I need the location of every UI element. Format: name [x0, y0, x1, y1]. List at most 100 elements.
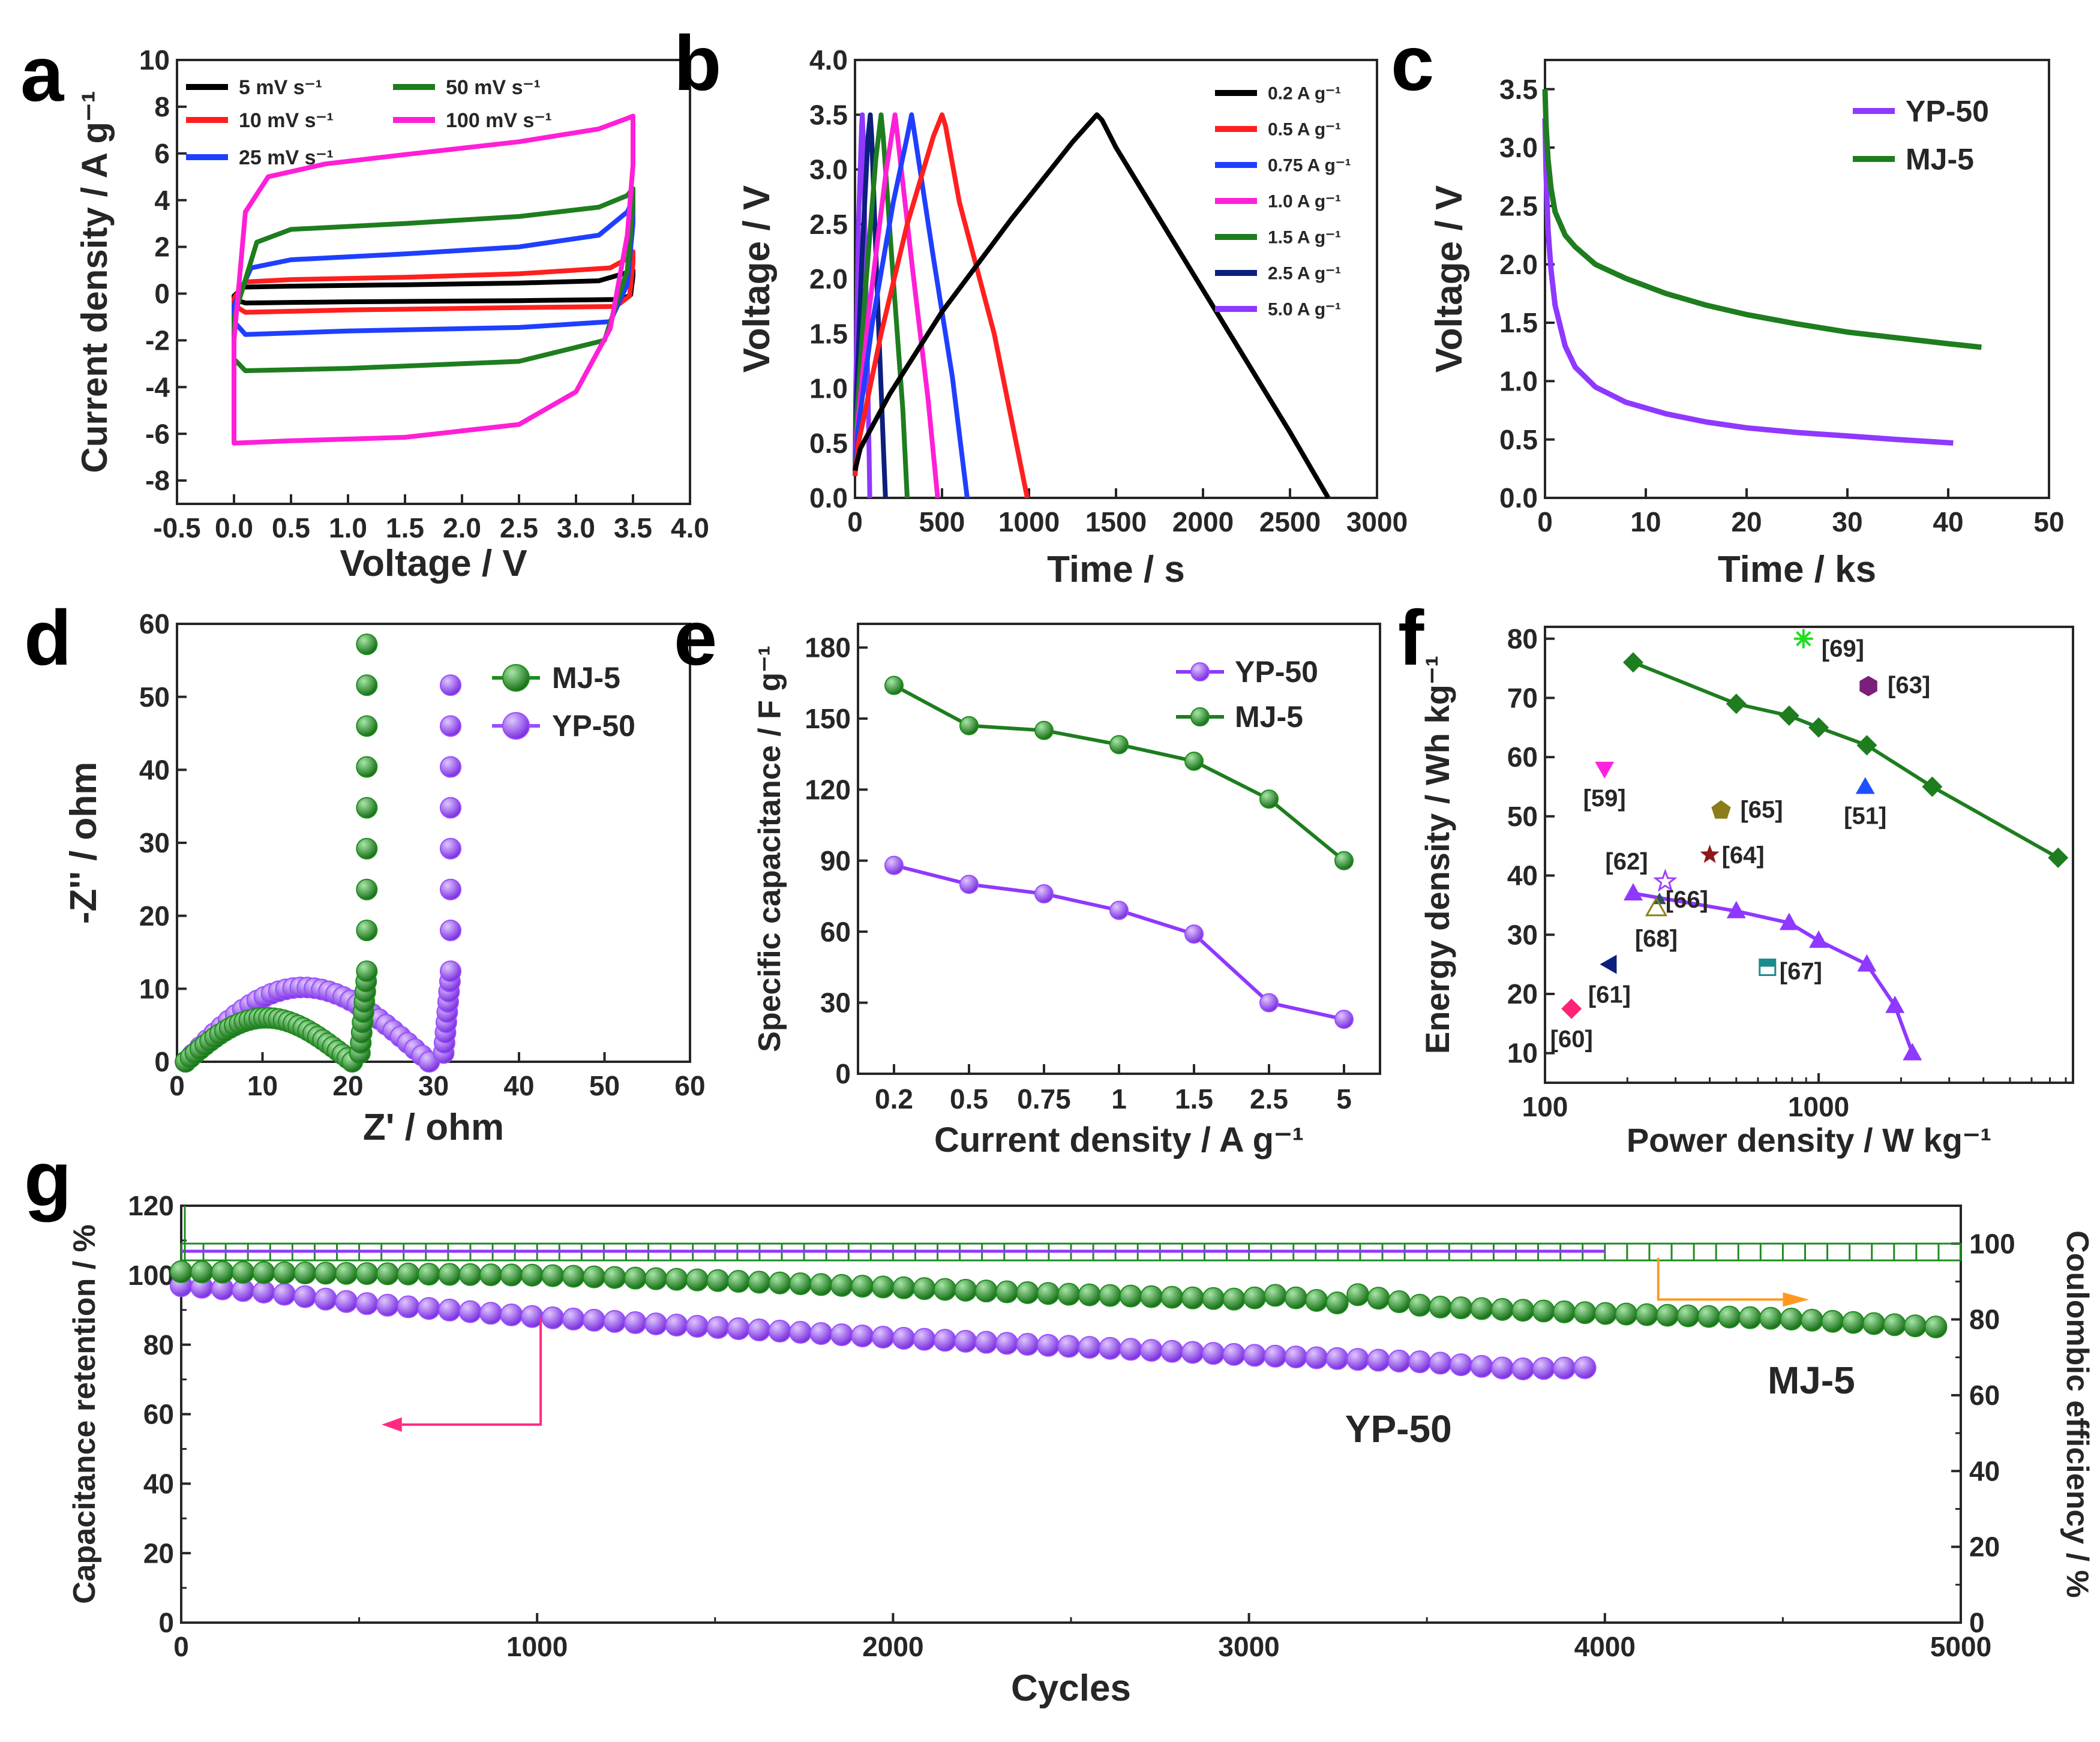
- panel-e-xtick-label: 1: [1111, 1083, 1127, 1115]
- panel-a-xtick-label: 0.5: [272, 512, 310, 543]
- panel-g-arrow-left-head: [382, 1417, 402, 1432]
- panel-b-ytick-label: 2.0: [809, 263, 848, 295]
- panel-g-point: [1305, 1289, 1328, 1312]
- panel-d-point: [440, 715, 461, 737]
- panel-g-point: [603, 1266, 626, 1289]
- panel-f-ref-label: [61]: [1588, 982, 1631, 1008]
- panel-f-xtick-label: 1000: [1788, 1091, 1849, 1122]
- panel-g-point: [1284, 1286, 1307, 1309]
- panel-e-point: [1184, 924, 1204, 944]
- panel-g-point: [1160, 1286, 1184, 1309]
- panel-g-point: [1325, 1292, 1349, 1315]
- panel-g-point: [232, 1261, 255, 1284]
- panel-f-ytick-label: 60: [1507, 741, 1538, 773]
- panel-g-point: [892, 1326, 916, 1350]
- panel-g-point: [1532, 1357, 1555, 1380]
- panel-g-point: [954, 1278, 977, 1302]
- panel-g-point: [583, 1308, 606, 1332]
- panel-g-point: [830, 1323, 853, 1347]
- panel-g-point: [1140, 1339, 1163, 1362]
- panel-f-ytick-label: 30: [1507, 919, 1538, 950]
- panel-g-point: [623, 1311, 647, 1334]
- panel-g-point: [1862, 1312, 1886, 1335]
- panel-b-xtick-label: 3000: [1346, 506, 1408, 537]
- panel-e-point: [959, 875, 979, 894]
- panel-e-xtick-label: 1.5: [1175, 1083, 1213, 1115]
- panel-d-xtick-label: 0: [169, 1070, 185, 1101]
- panel-g-point: [644, 1312, 668, 1335]
- panel-b-ytick-label: 2.5: [809, 209, 848, 240]
- panel-g-point: [170, 1260, 193, 1284]
- panel-g-point: [479, 1302, 503, 1325]
- panel-b-ytick-label: 1.0: [809, 373, 848, 404]
- panel-g-y2tick-label: 60: [1969, 1380, 2000, 1411]
- panel-e-point: [1259, 993, 1279, 1013]
- panel-g-point: [562, 1265, 585, 1288]
- panel-e-point: [884, 675, 904, 695]
- panel-g-point: [1429, 1295, 1452, 1318]
- panel-c-xtick-label: 0: [1537, 506, 1553, 537]
- panel-g-point: [1099, 1284, 1122, 1307]
- panel-d-point: [440, 797, 461, 819]
- panel-d-xtick-label: 40: [503, 1070, 534, 1101]
- panel-e-legend-marker: [1190, 707, 1210, 726]
- panel-g-point: [273, 1261, 296, 1284]
- panel-g-point: [809, 1273, 833, 1296]
- panel-e-xlabel: Current density / A g⁻¹: [934, 1121, 1304, 1160]
- panel-g-point: [1450, 1296, 1473, 1320]
- panel-f-ref-label: [65]: [1740, 797, 1783, 823]
- panel-g-point: [1573, 1301, 1597, 1324]
- panel-g-point: [1490, 1356, 1514, 1380]
- panel-g-point: [830, 1274, 853, 1297]
- panel-g-point: [458, 1300, 482, 1323]
- panel-a: -0.5 0.0 0.5 1.0 1.5 2.0 2.5 3.0 3.5 4.0 -8 -6 -4 -2 0…: [74, 44, 709, 584]
- panel-f-xlabel: Power density / W kg⁻¹: [1627, 1121, 1991, 1159]
- panel-e-point: [1334, 851, 1354, 870]
- panel-g-arrow-right-line: [1657, 1257, 1783, 1301]
- panel-g-point: [1532, 1299, 1555, 1323]
- panel-f-ref-marker: [1855, 777, 1875, 794]
- panel-g-point: [1573, 1356, 1597, 1379]
- panel-c-ytick-label: 3.0: [1499, 132, 1538, 163]
- panel-f-ref-marker: [1595, 761, 1615, 779]
- panel-g-point: [355, 1262, 379, 1286]
- panel-e-frame: [857, 623, 1381, 1075]
- panel-f-ref-label: [60]: [1550, 1026, 1593, 1053]
- panel-g-point: [417, 1297, 440, 1320]
- panel-f-series-line: [1633, 891, 1915, 1054]
- panel-label-d: d: [24, 594, 71, 681]
- panel-label-b: b: [674, 19, 721, 107]
- panel-g-point: [727, 1270, 750, 1293]
- panel-g-point: [789, 1272, 812, 1296]
- panel-c-ytick-label: 2.0: [1499, 249, 1538, 280]
- panel-g-point: [335, 1290, 358, 1313]
- panel-e-ytick-label: 60: [820, 916, 851, 947]
- panel-g-point: [1037, 1282, 1060, 1305]
- panel-b-series-line: [853, 112, 970, 498]
- panel-g-point: [562, 1307, 585, 1330]
- panel-g-ytick-label: 20: [143, 1537, 174, 1569]
- panel-g-point: [1119, 1338, 1142, 1361]
- panel-f-ref-marker: [1600, 954, 1617, 974]
- panel-a-ytick-label: -8: [145, 465, 170, 496]
- panel-b-legend-label: 0.2 A g⁻¹: [1268, 84, 1341, 104]
- panel-c-series-line: [1542, 89, 1982, 350]
- panel-g-point: [1078, 1283, 1101, 1306]
- panel-f-ref-marker: [1711, 800, 1731, 819]
- panel-e-ytick-label: 120: [805, 774, 851, 805]
- panel-e-point: [1334, 1010, 1354, 1029]
- panel-g-point: [789, 1321, 812, 1344]
- panel-f-ref-marker: [1759, 959, 1775, 967]
- panel-a-series-line: [232, 249, 635, 315]
- panel-g-point: [335, 1262, 358, 1285]
- panel-g-point: [1904, 1314, 1927, 1338]
- panel-f-point: [1778, 705, 1799, 726]
- panel-d-point: [440, 920, 461, 941]
- panel-g-point: [252, 1280, 275, 1304]
- panel-g-point: [1264, 1284, 1287, 1307]
- panel-c-xtick-label: 10: [1630, 506, 1661, 537]
- panel-g-point: [376, 1293, 400, 1317]
- panel-d-point: [440, 674, 461, 696]
- panel-d-point: [356, 756, 378, 778]
